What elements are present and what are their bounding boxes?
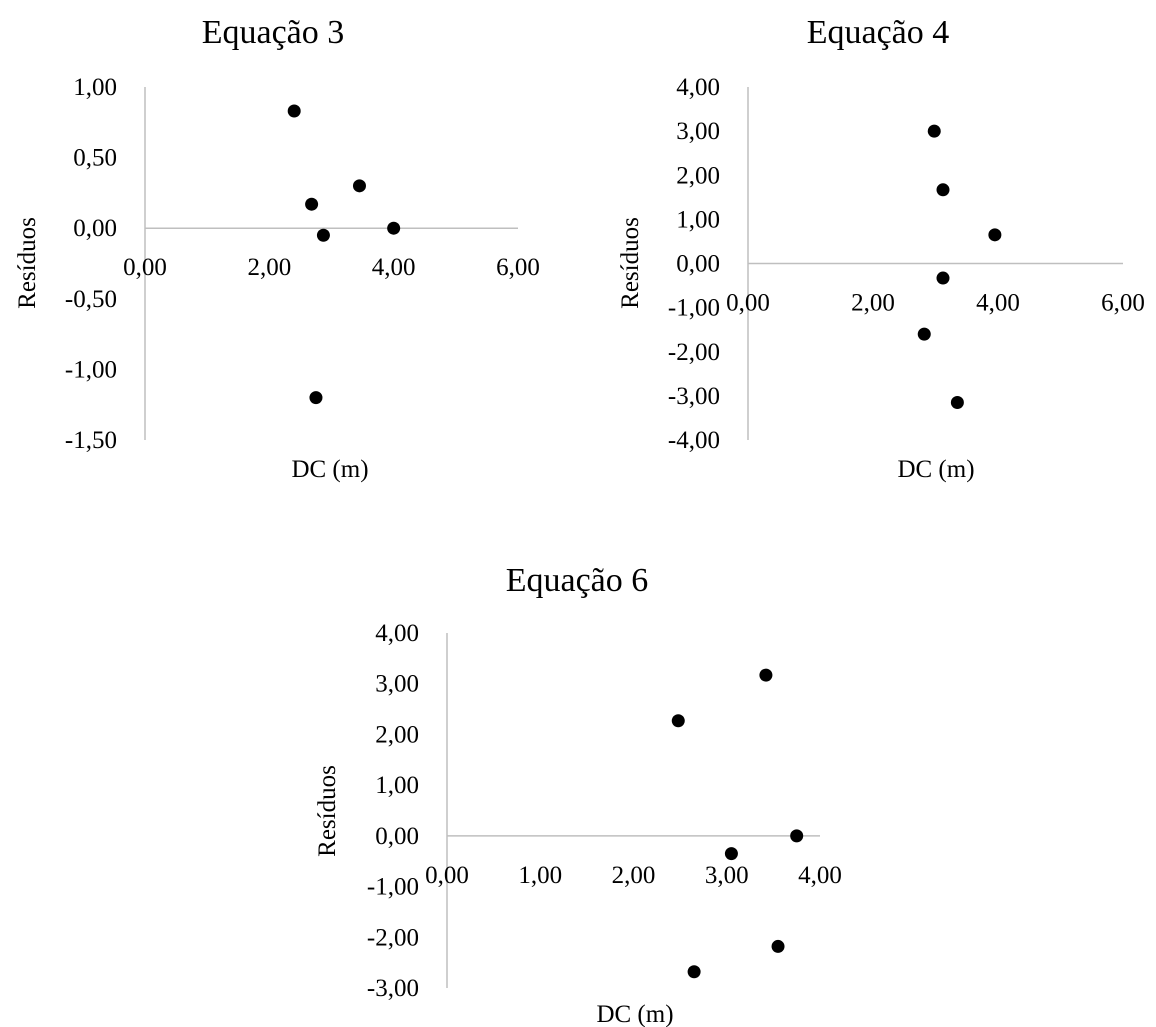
chart-equacao-3: Equação 31,000,500,00-0,50-1,00-1,500,00… [14, 14, 540, 483]
y-axis-label: Resíduos [617, 217, 644, 309]
chart-title: Equação 3 [202, 14, 345, 51]
y-tick-label: -1,00 [668, 295, 720, 322]
data-point [950, 395, 964, 409]
y-tick-label: -1,00 [65, 356, 117, 383]
data-point [352, 179, 366, 193]
y-tick-label: 1,00 [676, 206, 720, 233]
x-tick-label: 0,00 [726, 290, 770, 317]
data-point [936, 183, 950, 197]
y-tick-label: 0,00 [375, 823, 419, 850]
x-tick-label: 6,00 [1101, 290, 1145, 317]
y-tick-label: 4,00 [375, 620, 419, 647]
y-tick-label: -1,00 [367, 874, 419, 901]
y-tick-label: 3,00 [375, 671, 419, 698]
data-point [988, 228, 1002, 242]
data-point [287, 104, 301, 118]
chart-title: Equação 6 [506, 562, 649, 599]
x-tick-label: 6,00 [496, 254, 540, 281]
data-point [387, 221, 401, 235]
x-tick-label: 2,00 [612, 862, 656, 889]
y-tick-label: 0,50 [73, 145, 117, 172]
y-tick-label: -3,00 [668, 383, 720, 410]
data-point [305, 197, 319, 211]
x-tick-label: 0,00 [425, 862, 469, 889]
y-axis-label: Resíduos [14, 217, 41, 309]
x-tick-label: 2,00 [851, 290, 895, 317]
chart-equacao-4: Equação 44,003,002,001,000,00-1,00-2,00-… [617, 14, 1145, 483]
y-tick-label: -2,00 [668, 339, 720, 366]
x-tick-label: 4,00 [372, 254, 416, 281]
data-point [687, 965, 701, 979]
y-tick-label: -1,50 [65, 427, 117, 454]
chart-equacao-6: Equação 64,003,002,001,000,00-1,00-2,00-… [314, 562, 842, 1027]
data-point [936, 271, 950, 285]
data-point [771, 939, 785, 953]
y-tick-label: 2,00 [676, 162, 720, 189]
y-tick-label: 4,00 [676, 74, 720, 101]
x-tick-label: 2,00 [247, 254, 291, 281]
data-point [316, 228, 330, 242]
y-tick-label: 0,00 [676, 251, 720, 278]
y-tick-label: -3,00 [367, 975, 419, 1002]
x-tick-label: 4,00 [976, 290, 1020, 317]
x-axis-label: DC (m) [291, 456, 368, 483]
y-tick-label: -4,00 [668, 427, 720, 454]
y-tick-label: -0,50 [65, 286, 117, 313]
x-axis-label: DC (m) [897, 456, 974, 483]
data-point [309, 391, 323, 405]
y-tick-label: 2,00 [375, 721, 419, 748]
x-tick-label: 4,00 [798, 862, 842, 889]
y-tick-label: 1,00 [375, 772, 419, 799]
y-tick-label: 1,00 [73, 74, 117, 101]
data-point [759, 668, 773, 682]
x-tick-label: 1,00 [518, 862, 562, 889]
x-axis-label: DC (m) [596, 1001, 673, 1027]
data-point [724, 847, 738, 861]
y-axis-label: Resíduos [314, 765, 341, 857]
data-point [671, 714, 685, 728]
y-tick-label: -2,00 [367, 924, 419, 951]
chart-title: Equação 4 [807, 14, 950, 51]
data-point [927, 124, 941, 138]
x-tick-label: 3,00 [705, 862, 749, 889]
x-tick-label: 0,00 [123, 254, 167, 281]
y-tick-label: 0,00 [73, 215, 117, 242]
data-point [790, 829, 804, 843]
y-tick-label: 3,00 [676, 118, 720, 145]
data-point [917, 327, 931, 341]
